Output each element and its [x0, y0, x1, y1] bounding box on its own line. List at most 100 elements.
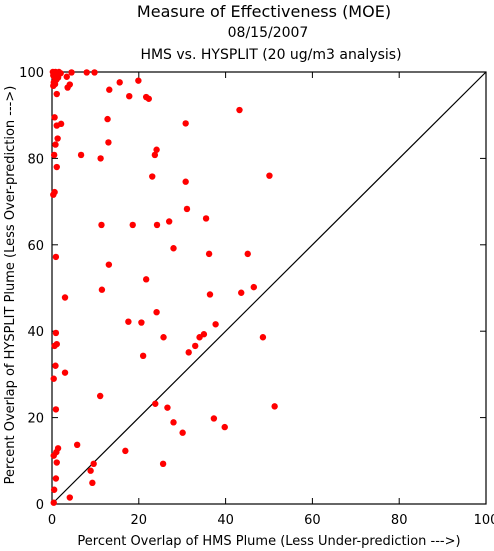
data-point: [170, 419, 177, 426]
data-point: [122, 447, 129, 455]
data-point: [129, 221, 136, 229]
y-tick-label: 80: [27, 152, 44, 167]
data-point: [142, 276, 150, 283]
data-point: [87, 467, 94, 474]
data-point: [271, 403, 278, 410]
data-point: [52, 141, 59, 148]
data-point: [205, 250, 213, 258]
data-point: [66, 494, 73, 501]
data-point: [50, 151, 58, 159]
data-point: [51, 114, 58, 121]
data-point: [63, 73, 70, 80]
data-point: [52, 362, 59, 369]
data-point: [50, 82, 57, 90]
data-point: [53, 340, 60, 348]
data-point: [165, 218, 173, 225]
data-point: [135, 77, 142, 84]
data-point: [212, 321, 219, 328]
plot-frame: [51, 71, 487, 505]
data-point: [83, 69, 90, 76]
data-point: [145, 95, 152, 102]
data-point: [192, 342, 199, 350]
data-point: [90, 460, 97, 468]
data-point: [50, 375, 57, 382]
data-point: [151, 151, 159, 159]
data-point: [179, 429, 186, 436]
data-point: [152, 400, 159, 407]
y-tick-label: 40: [27, 325, 44, 340]
data-point: [244, 250, 251, 258]
data-point: [182, 178, 189, 185]
y-tick-label: 0: [36, 498, 44, 513]
x-tick-label: 0: [48, 513, 56, 528]
data-point: [153, 221, 161, 229]
data-point: [266, 172, 273, 179]
y-tick-label: 100: [19, 66, 44, 81]
data-point: [170, 245, 177, 252]
data-point: [125, 318, 132, 325]
data-point: [50, 499, 57, 506]
data-point: [185, 349, 192, 356]
plot-area: 0 20 40 60 80 100 0 20 40 60 80 100: [19, 66, 494, 528]
data-point: [250, 283, 258, 291]
scatter-points: [49, 68, 278, 506]
diagonal-reference-line: [51, 71, 487, 505]
data-point: [52, 253, 60, 261]
data-point: [52, 329, 60, 337]
data-point: [52, 475, 60, 482]
data-point: [238, 289, 245, 296]
x-tick-label: 100: [474, 513, 494, 528]
x-tick-label: 20: [131, 513, 148, 528]
chart-analysis-subtitle: HMS vs. HYSPLIT (20 ug/m3 analysis): [140, 47, 401, 63]
data-point: [57, 120, 65, 128]
data-point: [182, 120, 189, 127]
data-point: [106, 86, 113, 93]
data-point: [149, 173, 156, 180]
data-point: [164, 404, 171, 411]
data-point: [97, 155, 104, 162]
data-point: [138, 319, 145, 326]
data-point: [64, 84, 71, 91]
data-point: [53, 459, 60, 466]
x-axis-title: Percent Overlap of HMS Plume (Less Under…: [77, 534, 460, 549]
data-point: [68, 69, 75, 76]
data-point: [50, 486, 58, 493]
data-point: [50, 191, 57, 198]
data-point: [105, 261, 113, 268]
data-point: [53, 90, 60, 98]
data-point: [221, 423, 228, 431]
data-point: [77, 151, 85, 159]
data-point: [200, 331, 208, 338]
data-point: [98, 286, 106, 293]
data-point: [61, 294, 69, 301]
x-tick-label: 40: [217, 513, 234, 528]
y-tick-label: 60: [27, 239, 44, 254]
data-point: [206, 291, 214, 298]
data-point: [139, 352, 147, 360]
data-point: [54, 74, 62, 81]
data-point: [53, 163, 60, 171]
axis-tick-labels: 0 20 40 60 80 100 0 20 40 60 80 100: [19, 66, 494, 528]
data-point: [126, 92, 133, 100]
data-point: [210, 415, 218, 422]
data-point: [153, 308, 160, 316]
data-point: [91, 69, 98, 76]
data-point: [236, 106, 243, 114]
data-point: [52, 406, 60, 413]
data-point: [153, 146, 160, 153]
data-point: [89, 479, 96, 487]
y-axis-title: Percent Overlap of HYSPLIT Plume (Less O…: [3, 86, 18, 485]
data-point: [159, 460, 167, 468]
data-point: [96, 392, 104, 400]
data-point: [104, 115, 111, 123]
data-point: [259, 334, 267, 341]
data-point: [54, 445, 62, 452]
data-point: [54, 135, 61, 142]
chart-date: 08/15/2007: [228, 25, 309, 41]
data-point: [183, 205, 191, 213]
data-point: [73, 441, 81, 449]
data-point: [98, 221, 105, 229]
data-point: [160, 334, 167, 341]
x-tick-label: 80: [391, 513, 408, 528]
